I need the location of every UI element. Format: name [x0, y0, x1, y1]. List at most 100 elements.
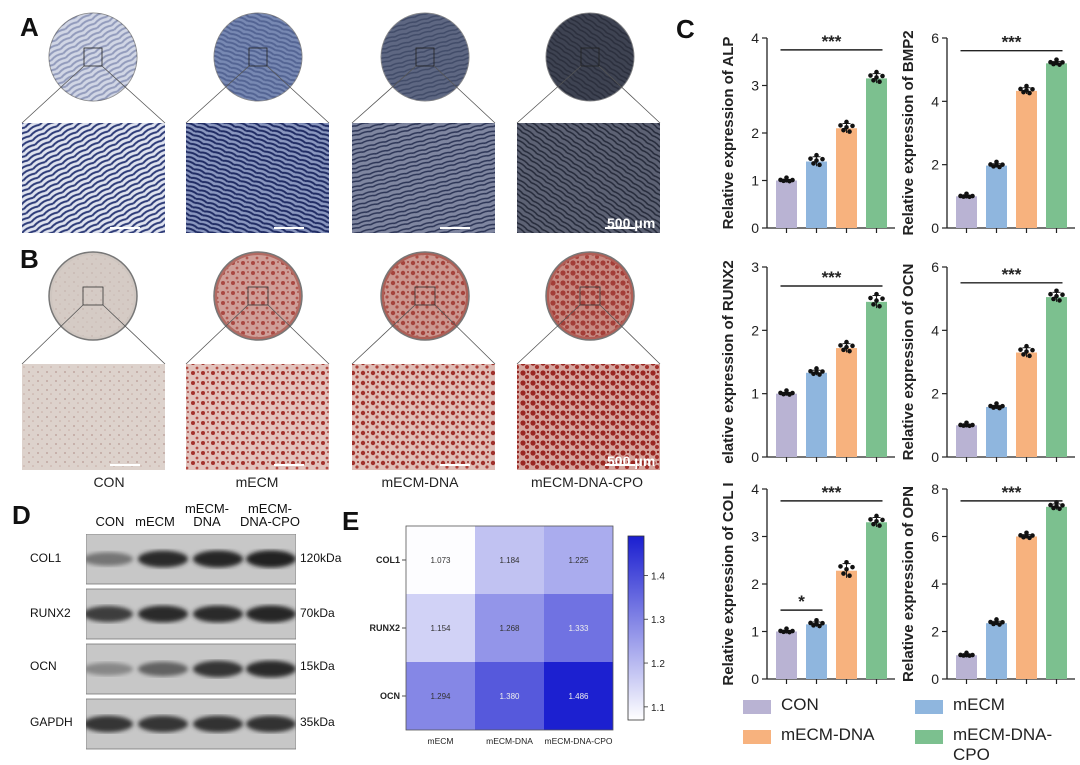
point-1-0-5: [964, 191, 969, 197]
point-4-1-5: [814, 617, 819, 623]
wb-protein-gapdh: GAPDH: [30, 715, 73, 729]
sig-label-4-0: *: [798, 592, 805, 611]
bar-4-3: [866, 522, 887, 679]
point-1-3-4: [1060, 60, 1065, 65]
point-3-1-5: [994, 401, 999, 406]
wb-band-GAPDH-0: [86, 715, 133, 733]
heat-cell-1-0: [406, 594, 475, 662]
point-0-0-5: [784, 175, 789, 180]
ytick-label-1-3: 6: [931, 30, 939, 46]
ytick-label-4-2: 2: [751, 576, 759, 592]
ars-zoom-lines-2: [351, 304, 496, 365]
alp-zoom-lines-0: [21, 65, 166, 124]
ars-zoom-box-1: [247, 286, 269, 306]
ars-micrograph-1: [186, 364, 329, 470]
heat-row-label-2: OCN: [380, 691, 400, 701]
ytick-label-3-2: 4: [931, 322, 939, 338]
ars-zoom-lines-3: [516, 304, 661, 365]
point-5-2-4: [1030, 533, 1035, 538]
point-0-1-4: [820, 156, 825, 162]
heat-cell-2-1: [475, 662, 544, 730]
bar-4-0: [776, 631, 797, 679]
point-3-3-4: [1060, 292, 1065, 298]
alp-zoom-lines-2: [351, 65, 496, 124]
heat-cell-0-2: [544, 526, 613, 594]
alp-dish-texture-1: [214, 13, 302, 101]
alp-micrograph-1: [186, 123, 329, 233]
point-2-0-4: [790, 390, 795, 396]
point-2-3-4: [880, 296, 885, 301]
wb-kda-gapdh: 35kDa: [300, 715, 335, 729]
wb-protein-runx2: RUNX2: [30, 606, 71, 620]
point-5-0-5: [964, 650, 969, 656]
bar-5-2: [1016, 536, 1037, 679]
bar-2-0: [776, 393, 797, 457]
heat-cell-1-1: [475, 594, 544, 662]
alp-micrograph-2: [352, 123, 495, 233]
wb-band-RUNX2-0: [86, 606, 133, 622]
point-0-3-2: [874, 75, 879, 80]
wb-band-COL1-1: [138, 550, 188, 568]
panel-letter-d: D: [12, 500, 31, 530]
point-3-2-1: [1021, 352, 1026, 357]
bar-0-0: [776, 180, 797, 228]
heat-frame: [405, 525, 614, 731]
colorbar-tick-label-1: 1.2: [651, 659, 665, 670]
heat-cell-label-1-2: 1.333: [568, 624, 589, 633]
heat-cell-2-2: [544, 662, 613, 730]
ytick-label-4-1: 1: [751, 624, 759, 640]
ars-micrograph-2: [352, 364, 495, 470]
ytick-label-3-1: 2: [931, 386, 939, 402]
point-2-3-2: [874, 298, 879, 303]
point-4-2-1: [841, 571, 846, 576]
western-blot: [86, 534, 296, 750]
point-2-1-4: [820, 369, 825, 374]
point-0-2-0: [838, 123, 843, 128]
ytick-label-3-0: 0: [931, 449, 939, 465]
ars-zoom-box-2: [414, 286, 436, 306]
sig-label-2-0: ***: [822, 268, 842, 287]
alp-zoom-lines-3: [516, 65, 661, 124]
ars-micrograph-3: [517, 364, 660, 470]
sig-label-3-0: ***: [1002, 265, 1022, 284]
wb-band-COL1-3: [246, 550, 296, 568]
point-0-3-4: [880, 73, 885, 79]
wb-band-RUNX2-2: [193, 605, 243, 623]
point-2-1-3: [817, 372, 822, 377]
wb-band-GAPDH-2: [193, 715, 243, 733]
point-3-3-2: [1054, 293, 1059, 299]
heat-cell-label-0-0: 1.073: [430, 556, 451, 565]
alp-dish-texture-3: [546, 13, 634, 101]
heat-cell-0-1: [475, 526, 544, 594]
point-3-0-5: [964, 420, 969, 426]
ytick-label-2-3: 3: [751, 259, 759, 275]
alp-zoom-box-3: [580, 47, 600, 67]
alp-dish-texture-0: [49, 13, 137, 101]
point-0-2-2: [844, 125, 849, 130]
point-4-3-1: [871, 521, 876, 527]
ytick-label-0-1: 1: [751, 173, 759, 189]
heat-cell-1-2: [544, 594, 613, 662]
ytick-label-5-4: 8: [931, 481, 939, 497]
wb-band-OCN-2: [193, 660, 243, 678]
alp-zoom-box-1: [248, 47, 268, 67]
point-4-1-4: [820, 620, 825, 626]
point-3-1-4: [1000, 403, 1005, 409]
heat-cell-0-0: [406, 526, 475, 594]
bar-3-2: [1016, 352, 1037, 457]
wb-band-OCN-1: [138, 661, 188, 677]
point-4-2-4: [850, 564, 855, 570]
heatmap-chart: 1.073 1.184 1.225 COL1 1.154 1.268 1.333 RUNX2 1…: [369, 525, 665, 746]
point-2-2-2: [844, 344, 849, 350]
heat-cell-label-2-2: 1.486: [568, 692, 589, 701]
point-5-3-3: [1057, 506, 1062, 512]
bar-2-2: [836, 348, 857, 457]
point-4-3-5: [874, 513, 879, 519]
point-1-1-5: [994, 159, 999, 165]
ytick-label-4-0: 0: [751, 671, 759, 687]
legend-swatch-mecm: [915, 700, 943, 714]
alp-micrograph-0: [22, 123, 165, 233]
ars-zoom-box-0: [82, 286, 104, 306]
heat-cell-label-1-0: 1.154: [430, 624, 451, 633]
point-0-2-3: [847, 129, 852, 134]
